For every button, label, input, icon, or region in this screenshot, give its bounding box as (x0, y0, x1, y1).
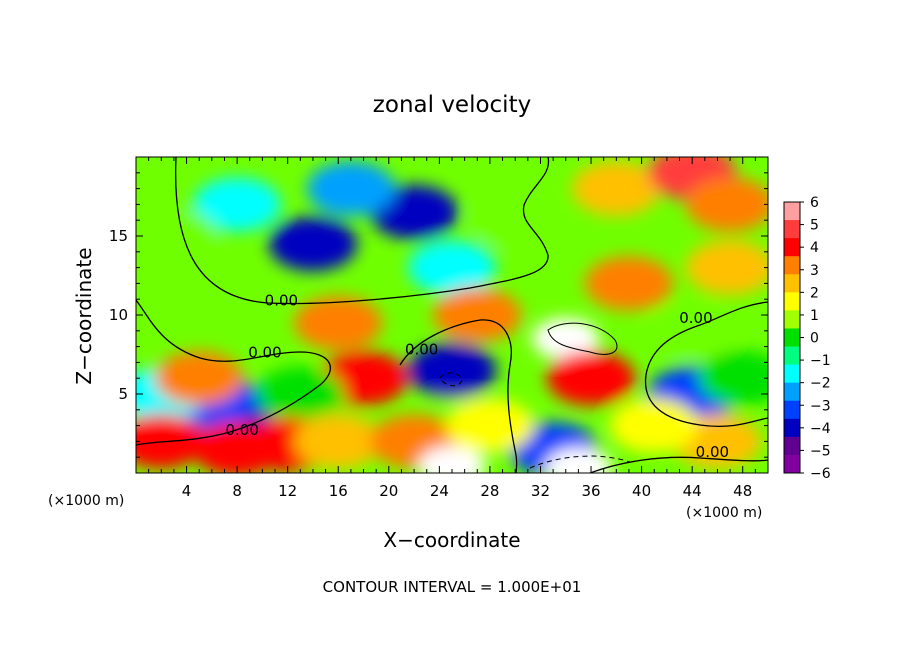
zero-contour-center (399, 319, 518, 473)
colorbar-swatch (784, 220, 800, 239)
colorbar-swatch (784, 364, 800, 384)
x-unit-left: (×1000 m) (48, 493, 124, 509)
colorbar-tick-label: −4 (810, 421, 831, 437)
heatmap-cell (610, 398, 699, 453)
colorbar-swatch (784, 202, 800, 221)
chart-title: zonal velocity (373, 92, 531, 118)
y-axis: 5 10 15 (109, 172, 768, 458)
colorbar-swatch (784, 400, 800, 420)
heatmap-cell (544, 447, 613, 473)
contour-label: 0.00 (225, 421, 258, 439)
heatmap-field: 0.00 0.00 0.00 0.00 0.00 0.00 (136, 157, 768, 473)
positive-contour (547, 322, 618, 355)
contour-labels: 0.00 0.00 0.00 0.00 0.00 0.00 (225, 292, 729, 462)
colorbar-tick-label: 5 (810, 218, 819, 234)
colorbar-swatch (784, 382, 800, 402)
y-tick-label: 10 (109, 306, 128, 324)
heatmap-cell (418, 445, 486, 473)
heatmap-cell (306, 161, 396, 216)
heatmap-cell (407, 240, 497, 295)
negative-contour-bottom (529, 455, 631, 469)
contour-label: 0.00 (405, 341, 438, 359)
x-tick-label: 16 (329, 482, 348, 500)
zero-contour-bottom (589, 456, 768, 473)
colorbar-tick-label: 1 (810, 308, 819, 324)
heatmap-cell (698, 351, 768, 406)
x-tick-label: 28 (480, 482, 499, 500)
zero-contours (136, 157, 768, 473)
heatmap-cell (192, 177, 282, 232)
heatmap-cell (369, 185, 459, 240)
heatmap-cell (155, 351, 244, 406)
colorbar-tick-label: −6 (810, 466, 831, 482)
colorbar-tick-label: −3 (810, 398, 831, 414)
x-tick-label: 20 (379, 482, 398, 500)
x-unit-right: (×1000 m) (686, 505, 762, 521)
x-tick-label: 8 (232, 482, 242, 500)
heatmap-cell (256, 366, 345, 422)
zero-contour-middle (136, 299, 332, 446)
contour-label: 0.00 (696, 443, 729, 461)
heatmap-cell (546, 351, 636, 406)
colorbar-swatch (784, 418, 800, 438)
heatmap-cell (433, 287, 522, 343)
colorbar-swatch (784, 292, 800, 311)
contour-label: 0.00 (248, 344, 281, 362)
y-tick-label: 5 (118, 385, 128, 403)
heatmap-cell (685, 177, 768, 232)
colorbar-swatch (784, 238, 800, 257)
colorbar-swatch (784, 328, 800, 348)
colorbar-swatch (784, 256, 800, 275)
heatmap-cell (407, 343, 497, 398)
heatmap-cell (445, 398, 535, 453)
heatmap-cell (268, 216, 358, 272)
x-tick-label: 48 (733, 482, 752, 500)
colorbar-tick-label: −1 (810, 353, 831, 369)
x-tick-label: 40 (632, 482, 651, 500)
colorbar: 6 5 4 3 2 1 0 −1 −2 −3 −4 −5 −6 (783, 195, 831, 482)
colorbar-tick-label: 4 (810, 240, 819, 256)
heatmap-cell (471, 193, 560, 248)
colorbar-swatch (784, 310, 800, 329)
colorbar-tick-label: −5 (810, 443, 831, 459)
x-axis-label: X−coordinate (383, 528, 520, 552)
x-tick-label: 44 (683, 482, 702, 500)
colorbar-tick-label: 3 (810, 263, 819, 279)
colorbar-tick-label: 6 (810, 195, 819, 211)
x-tick-label: 12 (278, 482, 297, 500)
heatmap-cell (294, 414, 383, 469)
colorbar-swatch (784, 274, 800, 293)
heatmap-cell (136, 208, 219, 264)
contour-label: 0.00 (265, 292, 298, 310)
heatmap-cell (531, 317, 600, 360)
colorbar-swatch (784, 346, 800, 366)
contour-label: 0.00 (679, 309, 712, 327)
colorbar-swatch (784, 454, 800, 474)
y-tick-label: 15 (109, 227, 128, 245)
x-tick-label: 36 (581, 482, 600, 500)
colorbar-swatch (784, 436, 800, 456)
colorbar-tick-label: −2 (810, 376, 831, 392)
heatmap-cell (647, 303, 737, 358)
zero-contour-upper (174, 157, 550, 305)
x-tick-label: 32 (531, 482, 550, 500)
contour-interval-note: CONTOUR INTERVAL = 1.000E+01 (323, 578, 582, 596)
heatmap-cell (294, 295, 383, 351)
x-tick-label: 24 (430, 482, 449, 500)
heatmap-blobs (136, 157, 768, 473)
heatmap-cell (584, 256, 674, 311)
colorbar-tick-label: 0 (810, 331, 819, 347)
heatmap-cell (572, 161, 661, 216)
x-axis: 4 8 12 16 20 24 28 32 36 40 44 48 (148, 157, 756, 500)
x-tick-label: 4 (182, 482, 192, 500)
heatmap-cell (685, 240, 768, 295)
y-axis-label: Z−coordinate (72, 247, 96, 384)
colorbar-tick-label: 2 (810, 285, 819, 301)
zero-contour-right (644, 301, 768, 428)
